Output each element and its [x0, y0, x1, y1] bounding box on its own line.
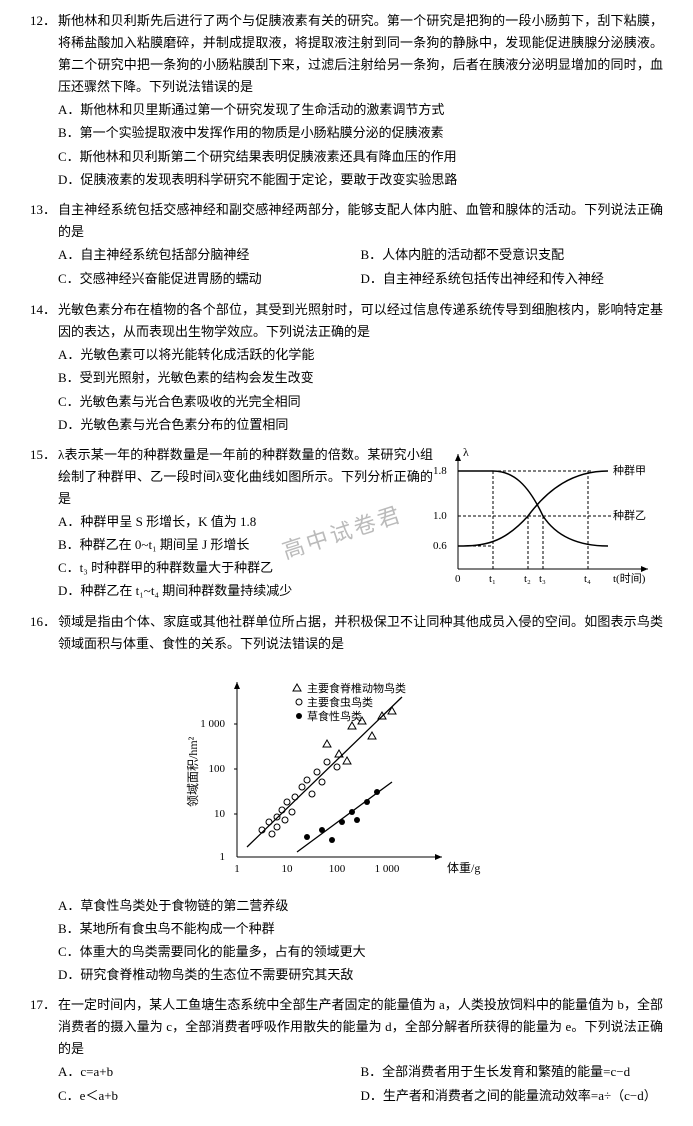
svg-text:10: 10: [214, 808, 226, 820]
option-b: B．受到光照射，光敏色素的结构会发生改变: [58, 367, 663, 389]
svg-text:10: 10: [281, 863, 293, 875]
question-number: 16．: [30, 611, 58, 655]
y-axis-label: 领域面积/hm²: [186, 736, 200, 807]
option-a: A．斯他林和贝里斯通过第一个研究发现了生命活动的激素调节方式: [58, 99, 663, 121]
question-12: 12． 斯他林和贝利斯先后进行了两个与促胰液素有关的研究。第一个研究是把狗的一段…: [30, 10, 663, 191]
y-axis-label: λ: [463, 445, 469, 459]
option-c: C．e＜a+b: [58, 1085, 361, 1107]
x-axis-label: 体重/g: [447, 861, 480, 875]
ytick-0.6: 0.6: [433, 540, 447, 552]
x-axis-label: t(时间): [613, 572, 646, 585]
ytick-1.8: 1.8: [433, 465, 447, 477]
option-d: D．自主神经系统包括传出神经和传入神经: [361, 268, 664, 290]
options: A．草食性鸟类处于食物链的第二营养级 B．某地所有食虫鸟不能构成一个种群 C．体…: [30, 895, 663, 986]
option-b: B．种群乙在 0~t₁ 期间呈 J 形增长: [58, 534, 433, 556]
svg-text:1: 1: [234, 863, 240, 875]
option-d: D．促胰液素的发现表明科学研究不能囿于定论，要敢于改变实验思路: [58, 169, 663, 191]
series-label-1: 种群甲: [613, 463, 646, 477]
option-c: C．交感神经兴奋能促进胃肠的蠕动: [58, 268, 361, 290]
xtick-t2: t₂: [524, 573, 531, 585]
question-number: 12．: [30, 10, 58, 98]
option-b: B．第一个实验提取液中发挥作用的物质是小肠粘膜分泌的促胰液素: [58, 122, 663, 144]
question-text: 斯他林和贝利斯先后进行了两个与促胰液素有关的研究。第一个研究是把狗的一段小肠剪下…: [58, 10, 663, 98]
question-15: 高中试卷君 15． λ表示某一年的种群数量是一年前的种群数量的倍数。某研究小组绘…: [30, 444, 663, 604]
xtick-0: 0: [455, 573, 461, 585]
option-c: C．体重大的鸟类需要同化的能量多，占有的领域更大: [58, 941, 663, 963]
question-number: 13．: [30, 199, 58, 243]
options: A．种群甲呈 S 形增长，K 值为 1.8 B．种群乙在 0~t₁ 期间呈 J …: [30, 511, 433, 602]
option-a: A．光敏色素可以将光能转化成活跃的化学能: [58, 344, 663, 366]
question-text: 光敏色素分布在植物的各个部位，其受到光照射时，可以经过信息传递系统传导到细胞核内…: [58, 299, 663, 343]
series-label-2: 种群乙: [613, 508, 646, 522]
question-16: 16． 领域是指由个体、家庭或其他社群单位所占据，并积极保卫不让同种其他成员入侵…: [30, 611, 663, 986]
legend-item-1: 主要食脊椎动物鸟类: [307, 681, 406, 695]
options: A．c=a+b B．全部消费者用于生长发育和繁殖的能量=c−d C．e＜a+b …: [30, 1060, 663, 1108]
option-d: D．生产者和消费者之间的能量流动效率=a÷（c−d）: [361, 1085, 664, 1107]
xtick-t4: t₄: [584, 573, 591, 585]
option-a: A．c=a+b: [58, 1061, 361, 1083]
option-d: D．光敏色素与光合色素分布的位置相同: [58, 414, 663, 436]
options: A．光敏色素可以将光能转化成活跃的化学能 B．受到光照射，光敏色素的结构会发生改…: [30, 344, 663, 435]
question-number: 17．: [30, 994, 58, 1060]
option-b: B．全部消费者用于生长发育和繁殖的能量=c−d: [361, 1061, 664, 1083]
legend-item-3: 草食性鸟类: [307, 709, 362, 723]
option-a: A．草食性鸟类处于食物链的第二营养级: [58, 895, 663, 917]
question-text: 在一定时间内，某人工鱼塘生态系统中全部生产者固定的能量值为 a，人类投放饲料中的…: [58, 994, 663, 1060]
legend-item-2: 主要食虫鸟类: [307, 695, 373, 709]
option-d: D．研究食脊椎动物鸟类的生态位不需要研究其天敌: [58, 964, 663, 986]
svg-text:1 000: 1 000: [200, 718, 225, 730]
option-a: A．种群甲呈 S 形增长，K 值为 1.8: [58, 511, 433, 533]
question-text: 领域是指由个体、家庭或其他社群单位所占据，并积极保卫不让同种其他成员入侵的空间。…: [58, 611, 663, 655]
question-17: 17． 在一定时间内，某人工鱼塘生态系统中全部生产者固定的能量值为 a，人类投放…: [30, 994, 663, 1108]
option-c: C．斯他林和贝利斯第二个研究结果表明促胰液素还具有降血压的作用: [58, 146, 663, 168]
option-c: C．t₃ 时种群甲的种群数量大于种群乙: [58, 557, 433, 579]
svg-text:100: 100: [328, 863, 345, 875]
question-number: 15．: [30, 444, 58, 510]
q15-chart: λ 1.8 1.0 0.6 种群甲 种群乙 0 t₁ t₂: [433, 444, 663, 604]
question-text: 自主神经系统包括交感神经和副交感神经两部分，能够支配人体内脏、血管和腺体的活动。…: [58, 199, 663, 243]
svg-text:100: 100: [208, 763, 225, 775]
question-number: 14．: [30, 299, 58, 343]
option-d: D．种群乙在 t₁~t₄ 期间种群数量持续减少: [58, 580, 433, 602]
options: A．自主神经系统包括部分脑神经 B．人体内脏的活动都不受意识支配 C．交感神经兴…: [30, 243, 663, 291]
option-c: C．光敏色素与光合色素吸收的光完全相同: [58, 391, 663, 413]
question-text: λ表示某一年的种群数量是一年前的种群数量的倍数。某研究小组绘制了种群甲、乙一段时…: [58, 444, 433, 510]
q16-chart: 1 10 100 1 000 1 10 100 1 000 体重/g 领域面积/…: [30, 662, 663, 889]
ytick-1.0: 1.0: [433, 510, 447, 522]
option-b: B．人体内脏的活动都不受意识支配: [361, 244, 664, 266]
options: A．斯他林和贝里斯通过第一个研究发现了生命活动的激素调节方式 B．第一个实验提取…: [30, 99, 663, 190]
xtick-t3: t₃: [539, 573, 546, 585]
svg-text:1: 1: [219, 851, 225, 863]
option-a: A．自主神经系统包括部分脑神经: [58, 244, 361, 266]
option-b: B．某地所有食虫鸟不能构成一个种群: [58, 918, 663, 940]
xtick-t1: t₁: [489, 573, 496, 585]
svg-text:1 000: 1 000: [374, 863, 399, 875]
question-13: 13． 自主神经系统包括交感神经和副交感神经两部分，能够支配人体内脏、血管和腺体…: [30, 199, 663, 291]
question-14: 14． 光敏色素分布在植物的各个部位，其受到光照射时，可以经过信息传递系统传导到…: [30, 299, 663, 436]
